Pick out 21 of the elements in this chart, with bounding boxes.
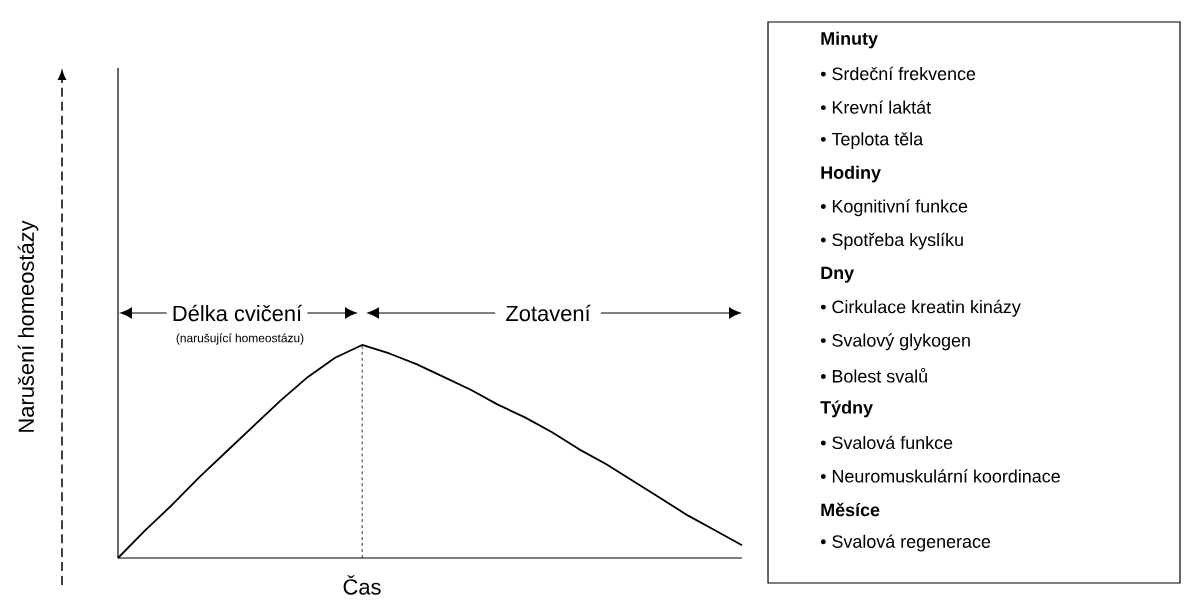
text: Dny: [821, 266, 854, 283]
text: Měsíce: [821, 502, 880, 517]
text: Hodiny: [821, 165, 881, 183]
x-axis-title: Čas: [343, 575, 381, 595]
text: • Srdeční frekvence: [820, 66, 976, 81]
text: Týdny: [820, 400, 873, 418]
text: (narušující homeostázu): [176, 333, 304, 345]
text: • Svalový glykogen: [820, 333, 970, 351]
text: • Krevní laktát: [820, 100, 931, 114]
text: • Kognitivní funkce: [820, 199, 968, 217]
text: • Cirkulace kreatin kinázy: [820, 299, 1021, 317]
text: • Svalová regenerace: [820, 534, 991, 552]
text: Délka cvičení: [173, 304, 303, 322]
text: • Neuromuskulární koordinace: [820, 469, 1060, 483]
text: • Bolest svalů: [820, 367, 927, 383]
y-axis-title: Narušení homeostázy: [17, 220, 39, 432]
text: Zotavení: [506, 304, 591, 322]
text: Minuty: [821, 31, 878, 49]
text: • Svalová funkce: [820, 435, 953, 450]
text: • Teplota těla: [820, 132, 924, 149]
text: • Spotřeba kyslíku: [820, 232, 963, 250]
